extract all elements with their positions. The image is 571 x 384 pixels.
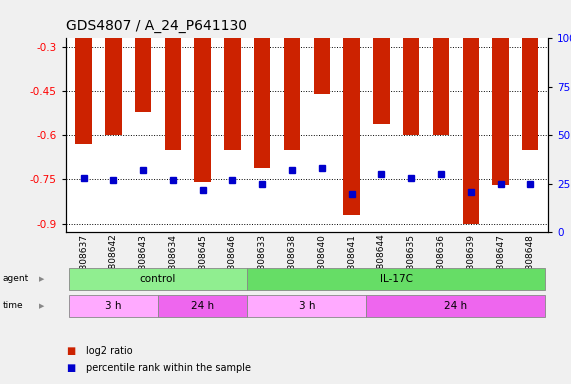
Text: ▶: ▶ (39, 303, 44, 309)
Bar (254, 38, 271, 168)
Bar (75, 38, 92, 144)
Text: percentile rank within the sample: percentile rank within the sample (86, 363, 251, 373)
Bar (343, 38, 360, 215)
Bar (224, 38, 240, 150)
Bar (135, 38, 151, 112)
Text: ▶: ▶ (39, 276, 44, 282)
Bar (373, 38, 389, 124)
Text: IL-17C: IL-17C (380, 274, 413, 284)
Text: log2 ratio: log2 ratio (86, 346, 132, 356)
Bar (403, 38, 419, 135)
Text: ■: ■ (66, 346, 75, 356)
Bar (164, 38, 181, 150)
Bar (313, 38, 330, 94)
Bar (195, 38, 211, 182)
Text: 3 h: 3 h (105, 301, 122, 311)
Text: 3 h: 3 h (299, 301, 315, 311)
Text: time: time (3, 301, 23, 310)
Bar (105, 38, 122, 135)
Text: 24 h: 24 h (444, 301, 468, 311)
Bar (463, 38, 479, 223)
Text: control: control (140, 274, 176, 284)
Text: 24 h: 24 h (191, 301, 214, 311)
Bar (492, 38, 509, 185)
Bar (522, 38, 538, 150)
Text: agent: agent (3, 274, 29, 283)
Text: ■: ■ (66, 363, 75, 373)
Bar (433, 38, 449, 135)
Bar (284, 38, 300, 150)
Text: GDS4807 / A_24_P641130: GDS4807 / A_24_P641130 (66, 19, 247, 33)
